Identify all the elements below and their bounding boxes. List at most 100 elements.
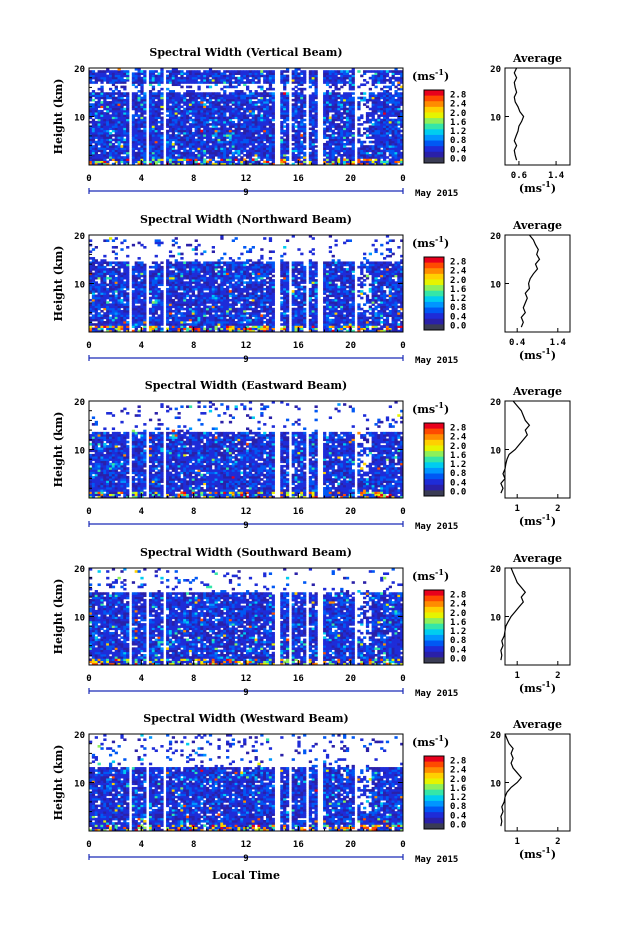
- heatmap-cell: [186, 281, 189, 284]
- heatmap-cell: [109, 295, 112, 298]
- heatmap-cell: [372, 145, 375, 148]
- heatmap-cell: [112, 139, 115, 142]
- heatmap-cell: [189, 301, 192, 304]
- heatmap-cell: [143, 105, 146, 108]
- heatmap-cell: [232, 70, 235, 73]
- heatmap-cell: [209, 114, 212, 117]
- heatmap-cell: [183, 325, 186, 328]
- heatmap-cell: [232, 72, 235, 75]
- heatmap-cell: [212, 314, 215, 317]
- heatmap-cell: [349, 75, 352, 78]
- heatmap-cell: [360, 97, 363, 100]
- heatmap-cell: [175, 321, 178, 324]
- heatmap-cell: [143, 325, 146, 328]
- heatmap-cell: [200, 321, 203, 324]
- heatmap-cell: [160, 266, 163, 269]
- heatmap-cell: [103, 259, 106, 262]
- heatmap-cell: [149, 277, 152, 280]
- heatmap-cell: [92, 119, 95, 122]
- heatmap-cell: [217, 72, 220, 75]
- heatmap-cell: [303, 119, 306, 122]
- heatmap-cell: [269, 114, 272, 117]
- heatmap-cell: [377, 72, 380, 75]
- heatmap-cell: [175, 317, 178, 320]
- heatmap-cell: [292, 147, 295, 150]
- heatmap-cell: [98, 312, 101, 315]
- heatmap-cell: [252, 92, 255, 95]
- heatmap-cell: [246, 94, 249, 97]
- heatmap-cell: [394, 86, 397, 89]
- heatmap-cell: [100, 105, 103, 108]
- heatmap-cell: [166, 259, 169, 262]
- panel-2: Spectral Width (Northward Beam)2010Heigh…: [52, 213, 570, 366]
- heatmap-cell: [140, 321, 143, 324]
- heatmap-cell: [329, 121, 332, 124]
- heatmap-cell: [135, 119, 138, 122]
- heatmap-cell: [200, 92, 203, 95]
- heatmap-cell: [195, 321, 198, 324]
- heatmap-cell: [155, 92, 158, 95]
- heatmap-cell: [206, 156, 209, 159]
- heatmap-cell: [140, 90, 143, 93]
- heatmap-cell: [380, 88, 383, 91]
- heatmap-cell: [112, 114, 115, 117]
- heatmap-cell: [109, 88, 112, 91]
- heatmap-cell: [177, 81, 180, 84]
- heatmap-cell: [175, 242, 178, 245]
- heatmap-cell: [160, 321, 163, 324]
- heatmap-cell: [112, 325, 115, 328]
- heatmap-cell: [203, 72, 206, 75]
- heatmap-cell: [309, 94, 312, 97]
- heatmap-cell: [326, 125, 329, 128]
- heatmap-cell: [109, 297, 112, 300]
- heatmap-cell: [169, 261, 172, 264]
- heatmap-cell: [195, 253, 198, 256]
- heatmap-cell: [300, 88, 303, 91]
- heatmap-cell: [92, 297, 95, 300]
- heatmap-cell: [189, 268, 192, 271]
- heatmap-cell: [186, 81, 189, 84]
- heatmap-cell: [95, 268, 98, 271]
- heatmap-cells: [89, 68, 403, 165]
- heatmap-cell: [377, 81, 380, 84]
- heatmap-cell: [132, 325, 135, 328]
- heatmap-cell: [166, 105, 169, 108]
- heatmap-cell: [206, 261, 209, 264]
- heatmap-cell: [95, 121, 98, 124]
- heatmap-cell: [138, 121, 141, 124]
- heatmap-cell: [286, 114, 289, 117]
- heatmap-cell: [337, 114, 340, 117]
- heatmap-cell: [95, 97, 98, 100]
- heatmap-cell: [323, 81, 326, 84]
- heatmap-cell: [189, 317, 192, 320]
- heatmap-cell: [98, 97, 101, 100]
- heatmap-cell: [120, 299, 123, 302]
- heatmap-cell: [155, 321, 158, 324]
- heatmap-cell: [109, 97, 112, 100]
- heatmap-cell: [109, 132, 112, 135]
- heatmap-cell: [172, 72, 175, 75]
- heatmap-cell: [329, 70, 332, 73]
- heatmap-cell: [295, 125, 298, 128]
- heatmap-cell: [98, 301, 101, 304]
- heatmap-cell: [123, 108, 126, 111]
- heatmap-cell: [155, 239, 158, 242]
- heatmap-cell: [206, 301, 209, 304]
- heatmap-cell: [303, 88, 306, 91]
- heatmap-cell: [386, 105, 389, 108]
- heatmap-cell: [232, 97, 235, 100]
- heatmap-cell: [123, 72, 126, 75]
- heatmap-cell: [175, 259, 178, 262]
- heatmap-cell: [140, 244, 143, 247]
- heatmap-cell: [334, 156, 337, 159]
- heatmap-cell: [192, 317, 195, 320]
- heatmap-cell: [397, 121, 400, 124]
- heatmap-cell: [126, 121, 129, 124]
- heatmap-cell: [346, 92, 349, 95]
- heatmap-cell: [197, 317, 200, 320]
- heatmap-cell: [149, 121, 152, 124]
- heatmap-cell: [266, 121, 269, 124]
- heatmap-cell: [200, 275, 203, 278]
- heatmap-cell: [158, 264, 161, 267]
- heatmap-cell: [255, 105, 258, 108]
